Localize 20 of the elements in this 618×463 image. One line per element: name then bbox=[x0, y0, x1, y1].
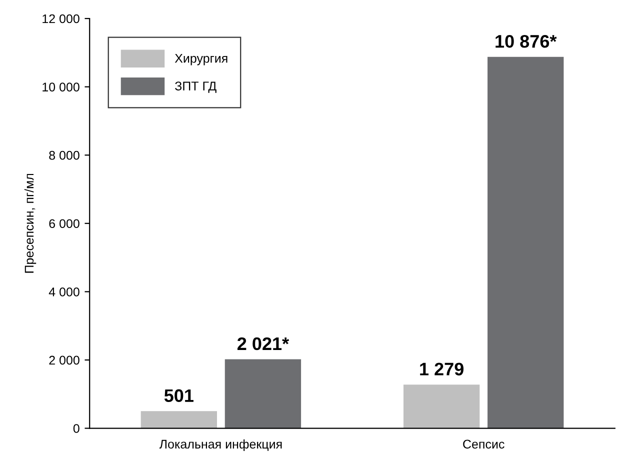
x-tick-label: Локальная инфекция bbox=[159, 439, 282, 452]
legend-label: ЗПТ ГД bbox=[175, 82, 216, 93]
y-tick-label: 10 000 bbox=[42, 82, 80, 92]
y-tick-label: 2 000 bbox=[49, 356, 80, 365]
y-axis-title: Пресепсин, пг/мл bbox=[24, 174, 36, 273]
y-tick-label: 0 bbox=[73, 424, 80, 433]
bar bbox=[140, 411, 217, 428]
y-tick-label: 6 000 bbox=[49, 219, 80, 228]
bar bbox=[224, 359, 302, 428]
bar bbox=[488, 56, 564, 428]
y-tick-label: 4 000 bbox=[48, 287, 80, 296]
legend-label: Хирургия bbox=[174, 54, 228, 66]
bar bbox=[403, 384, 480, 428]
data-label: 501 bbox=[164, 389, 194, 402]
y-tick-label: 12 000 bbox=[42, 14, 80, 24]
x-tick-label: Сепсис bbox=[463, 440, 504, 449]
data-label: 2 021* bbox=[237, 337, 290, 350]
data-label: 10 876* bbox=[496, 34, 557, 48]
data-label: 1 279 bbox=[420, 362, 464, 376]
y-tick-label: 8 000 bbox=[49, 150, 80, 160]
